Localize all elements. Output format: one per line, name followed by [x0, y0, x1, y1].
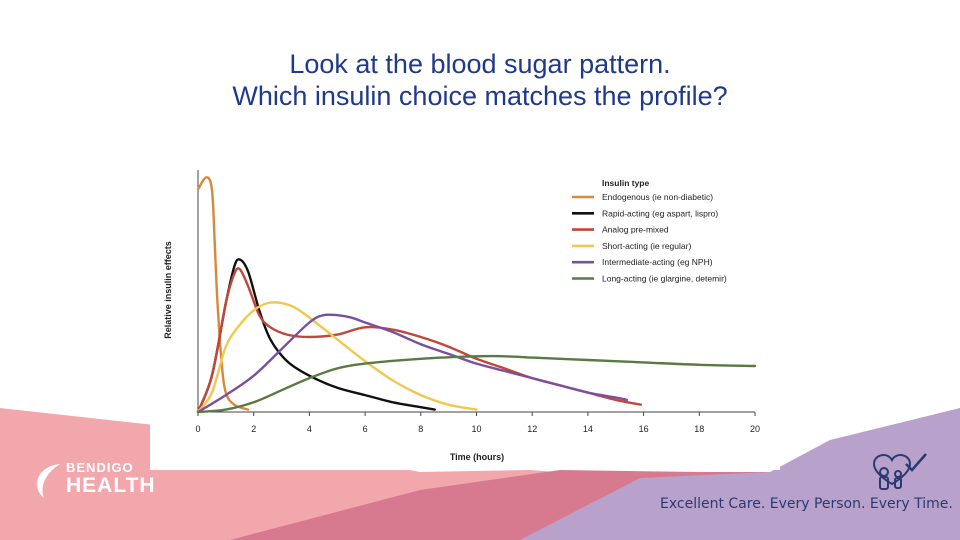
legend-label-2: Analog pre-mixed [602, 225, 669, 235]
legend-title: Insulin type [602, 178, 650, 188]
legend-label-3: Short-acting (ie regular) [602, 241, 691, 251]
chart-axes: 0 2 4 6 8 10 12 14 16 18 20 [195, 170, 760, 434]
x-tick-label: 8 [418, 424, 423, 434]
slide-title: Look at the blood sugar pattern. Which i… [0, 48, 960, 112]
chart-svg: 0 2 4 6 8 10 12 14 16 18 20 Insulin type Endogenous… [163, 170, 760, 462]
x-tick-label: 0 [195, 424, 200, 434]
x-tick-label: 20 [750, 424, 760, 434]
legend-label-0: Endogenous (ie non-diabetic) [602, 192, 713, 202]
x-axis-label: Time (hours) [450, 452, 504, 462]
y-axis-label: Relative insulin effects [163, 241, 173, 339]
title-line-2: Which insulin choice matches the profile… [232, 81, 728, 111]
x-tick-label: 14 [583, 424, 593, 434]
series-line-5 [196, 354, 757, 414]
legend-label-4: Intermediate-acting (eg NPH) [602, 257, 713, 267]
bendigo-health-logo: BENDIGO HEALTH [30, 456, 180, 506]
x-tick-label: 16 [639, 424, 649, 434]
x-tick-label: 10 [471, 424, 481, 434]
x-tick-label: 2 [251, 424, 256, 434]
x-tick-label: 18 [694, 424, 704, 434]
chart-legend: Insulin type Endogenous (ie non-diabetic)… [572, 178, 727, 284]
series-line-3 [196, 301, 478, 414]
logo-text-bottom: HEALTH [66, 474, 156, 497]
x-tick-label: 4 [307, 424, 312, 434]
legend-label-5: Long-acting (ie glargine, detemir) [602, 274, 727, 284]
insulin-chart: 0 2 4 6 8 10 12 14 16 18 20 Insulin type Endogenous… [150, 160, 780, 470]
care-hearts-icon [872, 453, 927, 490]
series-line-4 [196, 313, 629, 414]
x-tick-label: 12 [527, 424, 537, 434]
title-line-1: Look at the blood sugar pattern. [289, 49, 671, 79]
series-line-0 [196, 176, 250, 411]
chart-series-lines [196, 176, 757, 414]
logo-text-top: BENDIGO [66, 460, 134, 475]
footer-lavender-band [520, 408, 960, 540]
logo-swoosh-icon [37, 464, 60, 498]
legend-label-1: Rapid-acting (eg aspart, lispro) [602, 208, 718, 218]
tagline: Excellent Care. Every Person. Every Time… [660, 496, 953, 512]
x-tick-label: 6 [363, 424, 368, 434]
